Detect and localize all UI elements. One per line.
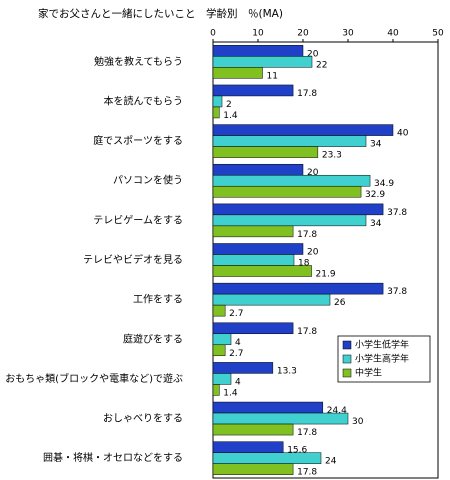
bar bbox=[212, 95, 223, 108]
bar bbox=[212, 362, 274, 374]
bar bbox=[212, 441, 284, 453]
data-label: 26 bbox=[334, 298, 346, 308]
x-tick-label: 10 bbox=[252, 29, 264, 39]
data-label: 34 bbox=[370, 140, 382, 150]
bar bbox=[212, 174, 371, 187]
y-tick-label: テレビゲームをする bbox=[93, 214, 183, 226]
legend-label: 中学生 bbox=[355, 367, 382, 379]
data-label: 2.7 bbox=[229, 349, 243, 359]
data-label: 17.8 bbox=[297, 428, 317, 438]
bar bbox=[212, 84, 294, 97]
legend-box bbox=[337, 335, 431, 383]
bar bbox=[212, 203, 384, 216]
bar bbox=[212, 463, 294, 475]
data-label: 37.8 bbox=[387, 208, 407, 218]
data-label: 13.3 bbox=[277, 366, 297, 376]
bar bbox=[212, 45, 304, 57]
x-tick-label: 40 bbox=[387, 29, 399, 39]
y-tick-label: 本を読んでもらう bbox=[104, 94, 184, 107]
bar bbox=[212, 146, 319, 158]
bar bbox=[212, 185, 362, 198]
y-tick-label: 庭でスポーツをする bbox=[93, 134, 183, 147]
bar bbox=[212, 333, 232, 346]
chart-title: 家でお父さんと一緒にしたいこと 学齢別 ％(MA) bbox=[38, 7, 283, 20]
data-label: 22 bbox=[316, 60, 327, 70]
bar bbox=[212, 412, 349, 425]
bar bbox=[212, 106, 220, 119]
data-label: 17.8 bbox=[297, 230, 317, 240]
bar bbox=[212, 401, 324, 414]
bar bbox=[212, 135, 367, 147]
bar bbox=[212, 293, 331, 306]
data-label: 17.8 bbox=[297, 468, 317, 478]
bar bbox=[212, 163, 304, 176]
bar bbox=[212, 214, 367, 227]
data-label: 4 bbox=[235, 377, 241, 387]
data-label: 24.4 bbox=[327, 406, 347, 416]
legend-label: 小学生高学年 bbox=[355, 353, 409, 365]
y-tick-label: おもちゃ類(ブロックや電車など)で遊ぶ bbox=[5, 372, 183, 385]
bar bbox=[212, 67, 263, 79]
x-tick-label: 50 bbox=[432, 29, 444, 39]
data-label: 2.7 bbox=[229, 309, 243, 319]
data-label: 18 bbox=[298, 259, 310, 269]
legend-label: 小学生低学年 bbox=[355, 339, 409, 351]
legend-swatch bbox=[342, 340, 352, 350]
y-tick-label: テレビやビデオを見る bbox=[83, 253, 183, 266]
bar bbox=[212, 322, 294, 335]
bar bbox=[212, 373, 232, 385]
data-label: 30 bbox=[352, 417, 364, 427]
legend-swatch bbox=[342, 368, 352, 378]
data-label: 34.9 bbox=[374, 179, 394, 189]
bar bbox=[212, 384, 220, 396]
bar bbox=[212, 423, 294, 436]
data-label: 11 bbox=[267, 71, 278, 81]
y-tick-label: 囲碁・将棋・オセロなどをする bbox=[43, 451, 183, 464]
y-tick-label: パソコンを使う bbox=[113, 174, 183, 187]
data-label: 23.3 bbox=[322, 151, 342, 161]
bar bbox=[212, 243, 304, 255]
bar bbox=[212, 225, 294, 238]
data-label: 4 bbox=[235, 338, 241, 348]
bar bbox=[212, 265, 312, 277]
data-label: 40 bbox=[397, 129, 409, 139]
data-label: 1.4 bbox=[223, 388, 238, 398]
data-label: 2 bbox=[226, 100, 232, 110]
bar bbox=[212, 56, 313, 68]
y-tick-label: おしゃべりをする bbox=[103, 413, 183, 425]
bar bbox=[212, 124, 394, 136]
data-label: 20 bbox=[307, 49, 319, 59]
data-label: 24 bbox=[325, 457, 337, 467]
data-label: 21.9 bbox=[316, 270, 336, 280]
bar bbox=[212, 452, 322, 464]
x-tick-label: 30 bbox=[342, 29, 354, 39]
x-tick-label: 0 bbox=[210, 29, 216, 39]
bar bbox=[212, 282, 384, 295]
data-label: 20 bbox=[307, 248, 319, 258]
data-label: 17.8 bbox=[297, 327, 317, 337]
data-label: 20 bbox=[307, 168, 319, 178]
data-label: 17.8 bbox=[297, 89, 317, 99]
bar bbox=[212, 254, 295, 266]
data-label: 37.8 bbox=[387, 287, 407, 297]
y-tick-label: 工作をする bbox=[133, 294, 183, 306]
data-label: 1.4 bbox=[223, 111, 238, 121]
data-label: 15.6 bbox=[287, 446, 307, 456]
y-tick-label: 勉強を教えてもらう bbox=[94, 55, 183, 68]
y-tick-label: 庭遊びをする bbox=[123, 332, 183, 345]
data-label: 34 bbox=[370, 219, 382, 229]
x-tick-label: 20 bbox=[297, 29, 309, 39]
data-label: 32.9 bbox=[365, 190, 385, 200]
bar bbox=[212, 344, 226, 357]
bar bbox=[212, 304, 226, 317]
legend-swatch bbox=[342, 354, 352, 364]
